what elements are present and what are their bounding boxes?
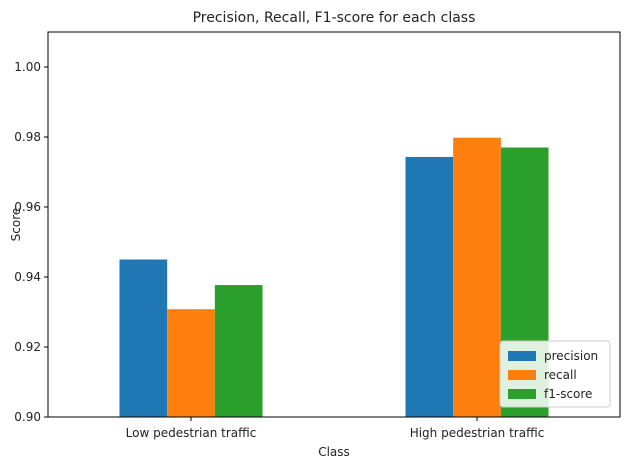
y-tick-label: 0.90 xyxy=(14,410,41,424)
y-axis-label: Score xyxy=(9,208,23,242)
legend-swatch-f1-score xyxy=(508,389,536,399)
legend-swatch-precision xyxy=(508,351,536,361)
y-tick-label: 0.98 xyxy=(14,130,41,144)
legend-label-recall: recall xyxy=(544,368,577,382)
bar-precision-0 xyxy=(119,259,168,417)
legend-label-precision: precision xyxy=(544,349,598,363)
bar-precision-1 xyxy=(405,156,454,417)
y-ticks: 0.90 0.92 0.94 0.96 0.98 1.00 xyxy=(14,60,48,424)
x-tick-label: High pedestrian traffic xyxy=(410,426,545,440)
y-tick-label: 1.00 xyxy=(14,60,41,74)
y-tick-label: 0.94 xyxy=(14,270,41,284)
legend-label-f1-score: f1-score xyxy=(544,387,592,401)
x-tick-label: Low pedestrian traffic xyxy=(126,426,257,440)
legend: precision recall f1-score xyxy=(499,340,611,408)
y-tick-label: 0.96 xyxy=(14,200,41,214)
x-axis-label: Class xyxy=(318,445,350,459)
legend-swatch-recall xyxy=(508,370,536,380)
bar-f1-score-0 xyxy=(214,285,263,417)
bar-recall-1 xyxy=(453,137,501,417)
bars xyxy=(119,137,549,417)
plot-frame xyxy=(47,31,621,418)
bar-recall-0 xyxy=(167,309,215,417)
axes xyxy=(47,31,621,418)
y-tick-label: 0.92 xyxy=(14,340,41,354)
chart-title: Precision, Recall, F1-score for each cla… xyxy=(193,10,476,26)
x-ticks: Low pedestrian traffic High pedestrian tr… xyxy=(126,417,545,440)
